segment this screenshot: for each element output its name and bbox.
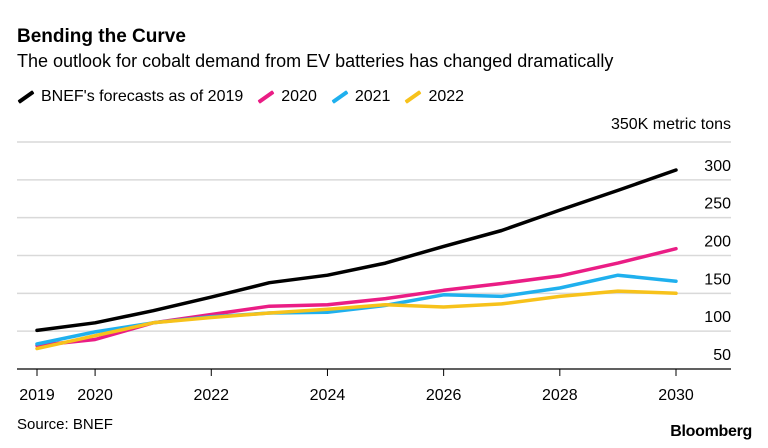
legend-label: 2022	[428, 88, 465, 105]
legend-item: BNEF's forecasts as of 2019	[17, 88, 243, 106]
x-tick-label: 2022	[193, 387, 229, 404]
y-tick-label: 250	[704, 196, 731, 213]
x-tick-label: 2028	[542, 387, 578, 404]
series-line-2021	[35, 273, 678, 346]
x-tick-label: 2019	[19, 387, 55, 404]
chart-title: Bending the Curve	[17, 26, 186, 47]
legend-label: 2021	[354, 88, 391, 105]
y-tick-label: 100	[704, 309, 731, 326]
x-tick-label: 2020	[77, 387, 113, 404]
source-note: Source: BNEF	[17, 416, 113, 433]
series-line-2022	[35, 289, 678, 351]
series-line-2019	[35, 168, 678, 333]
legend-label: BNEF's forecasts as of 2019	[41, 88, 244, 105]
legend-label: 2020	[281, 88, 317, 105]
y-tick-label: 150	[704, 271, 731, 288]
y-axis-unit-label: 350K metric tons	[610, 116, 731, 133]
y-tick-label: 200	[704, 234, 731, 251]
chart-subtitle: The outlook for cobalt demand from EV ba…	[17, 51, 614, 71]
y-tick-label: 50	[713, 347, 731, 364]
bloomberg-logo: Bloomberg	[670, 423, 752, 440]
x-tick-label: 2026	[426, 387, 462, 404]
x-tick-label: 2030	[658, 387, 694, 404]
legend-item: 2022	[404, 88, 464, 106]
legend: BNEF's forecasts as of 2019 2020 2021 2022	[17, 88, 464, 106]
x-tick-label: 2024	[310, 387, 346, 404]
legend-item: 2021	[331, 88, 391, 106]
legend-item: 2020	[257, 88, 317, 106]
y-tick-label: 300	[704, 158, 731, 175]
